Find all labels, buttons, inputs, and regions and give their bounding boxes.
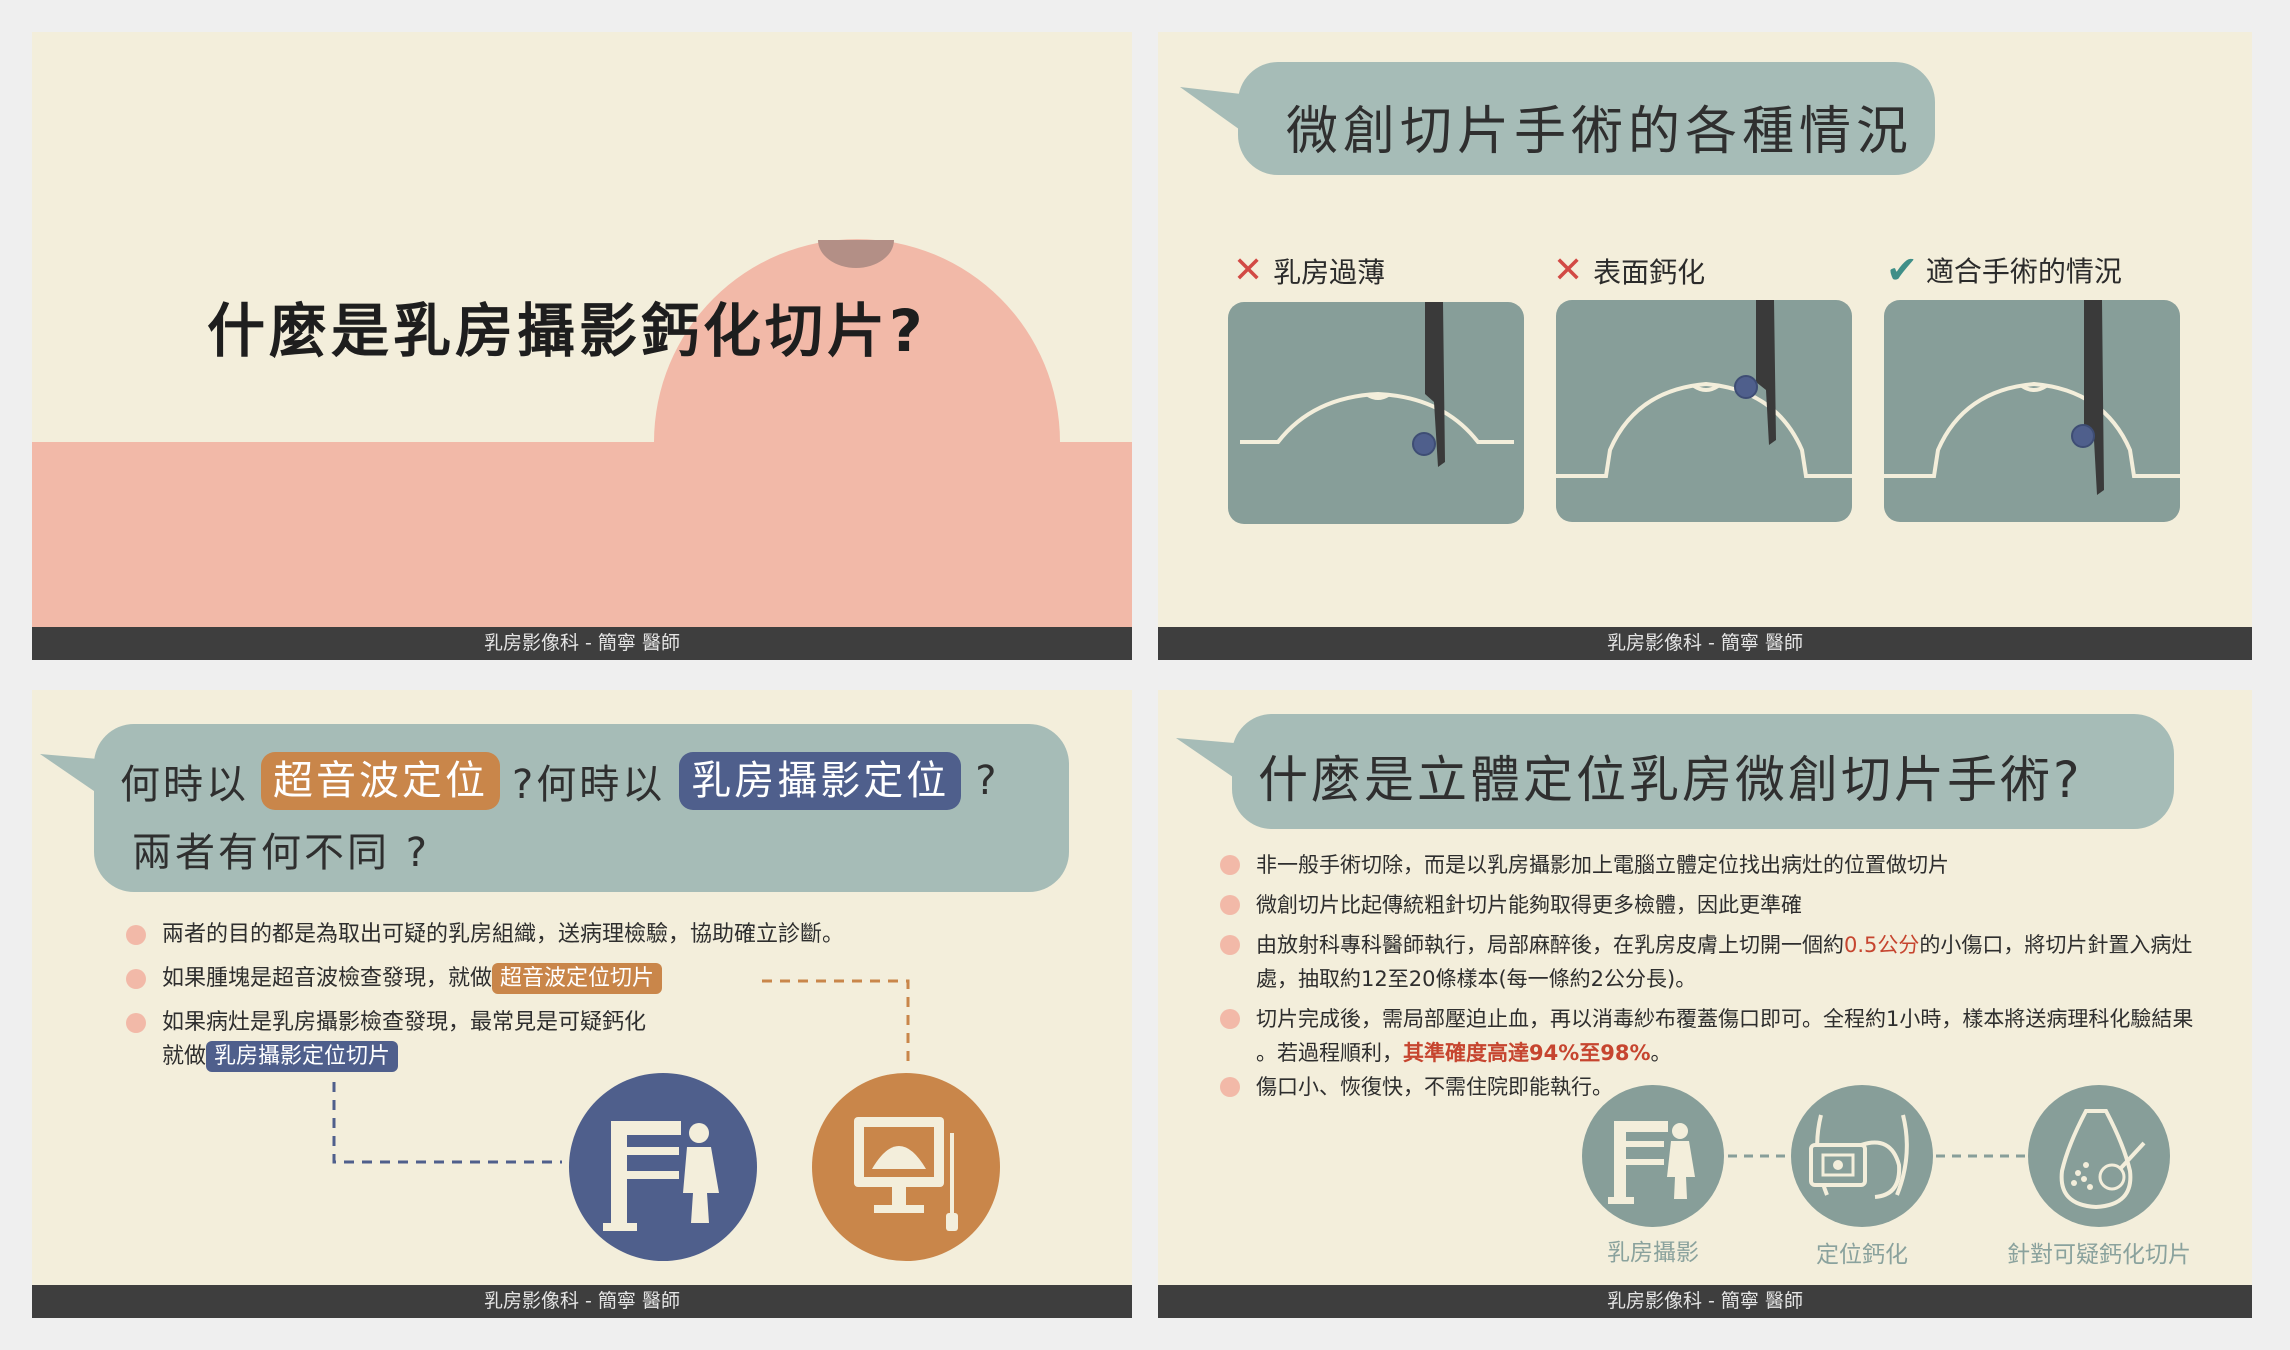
slide-3-bullet-2: 如果腫塊是超音波檢查發現，就做 超音波定位切片 [126, 962, 663, 996]
step-2-caption: 定位鈣化 [1816, 1242, 1908, 1268]
step-1-caption: 乳房攝影 [1607, 1240, 1699, 1266]
slide-2-title: 微創切片手術的各種情況 [1286, 102, 1914, 162]
slide-1: 什麼是乳房攝影鈣化切片? 乳房影像科 - 簡寧 醫師 [32, 32, 1132, 660]
panel-3-label: ✔ 適合手術的情況 [1886, 248, 2122, 292]
slide-4-bullet-3: 由放射科專科醫師執行，局部麻醉後，在乳房皮膚上切開一個約0.5公分的小傷口，將切… [1220, 928, 2192, 996]
step-mammography-icon [1582, 1085, 1724, 1227]
slide-4-bullet-2: 微創切片比起傳統粗針切片能夠取得更多檢體，因此更準確 [1220, 888, 1802, 922]
ultrasound-localization-tag: 超音波定位 [261, 752, 500, 810]
slide-3: 何時以 超音波定位 ?何時以 乳房攝影定位 ? 兩者有何不同 ? 兩者的目的都是… [32, 690, 1132, 1318]
panel-2-label: ✕ 表面鈣化 [1553, 250, 1706, 291]
step-biopsy-needle-icon [2028, 1085, 2170, 1227]
slide-1-title: 什麼是乳房攝影鈣化切片? [207, 297, 927, 365]
panel-3-suitable-case-diagram [1884, 300, 2180, 522]
slide-3-connector-lines [332, 979, 910, 1164]
slide-4-title: 什麼是立體定位乳房微創切片手術? [1258, 751, 2083, 809]
slide-3-bullet-1: 兩者的目的都是為取出可疑的乳房組織，送病理檢驗，協助確立診斷。 [126, 918, 844, 952]
mammography-biopsy-tag: 乳房攝影定位切片 [206, 1041, 399, 1072]
panel-1-thin-breast-diagram [1228, 302, 1524, 524]
slide-4-step-connectors [1728, 1154, 2028, 1158]
slide-3-footer: 乳房影像科 - 簡寧 醫師 [32, 1285, 1132, 1318]
slide-3-title-line-1: 何時以 超音波定位 ?何時以 乳房攝影定位 ? [120, 752, 999, 810]
slide-3-bullet-3: 如果病灶是乳房攝影檢查發現，最常見是可疑鈣化 就做 乳房攝影定位切片 [126, 1006, 646, 1074]
ultrasound-biopsy-tag: 超音波定位切片 [492, 963, 663, 994]
mammography-localization-tag: 乳房攝影定位 [679, 752, 962, 810]
slide-4-bullet-1: 非一般手術切除，而是以乳房攝影加上電腦立體定位找出病灶的位置做切片 [1220, 848, 1949, 882]
slide-4-title-bubble [1232, 714, 2174, 829]
panel-1-label: ✕ 乳房過薄 [1233, 250, 1386, 291]
slide-4-bubble-tail [1176, 738, 1246, 786]
slide-2: 微創切片手術的各種情況 ✕ 乳房過薄 ✕ 表面鈣化 ✔ 適合手術的情況 乳房影像… [1158, 32, 2252, 660]
step-3-caption: 針對可疑鈣化切片 [2007, 1242, 2191, 1268]
slide-2-footer: 乳房影像科 - 簡寧 醫師 [1158, 627, 2252, 660]
slide-2-title-bubble [1238, 62, 1935, 175]
cross-icon: ✕ [1553, 250, 1584, 291]
slide-4: 什麼是立體定位乳房微創切片手術? 非一般手術切除，而是以乳房攝影加上電腦立體定位… [1158, 690, 2252, 1318]
mammography-machine-icon [569, 1073, 757, 1261]
slide-1-footer: 乳房影像科 - 簡寧 醫師 [32, 627, 1132, 660]
slide-4-bullet-5: 傷口小、恢復快，不需住院即能執行。 [1220, 1070, 1613, 1104]
check-icon: ✔ [1886, 248, 1918, 292]
slide-4-footer: 乳房影像科 - 簡寧 醫師 [1158, 1285, 2252, 1318]
panel-2-surface-calcification-diagram [1556, 300, 1852, 522]
ultrasound-machine-icon [812, 1073, 1000, 1261]
slide-1-background-art [32, 239, 1132, 660]
slide-3-title-line-2: 兩者有何不同 ? [132, 830, 430, 876]
step-localize-calcification-icon [1791, 1085, 1933, 1227]
slide-3-bubble-tail [40, 754, 110, 802]
slide-2-bubble-tail [1180, 87, 1250, 137]
cross-icon: ✕ [1233, 250, 1264, 291]
slide-4-bullet-4: 切片完成後，需局部壓迫止血，再以消毒紗布覆蓋傷口即可。全程約1小時，樣本將送病理… [1220, 1002, 2193, 1070]
